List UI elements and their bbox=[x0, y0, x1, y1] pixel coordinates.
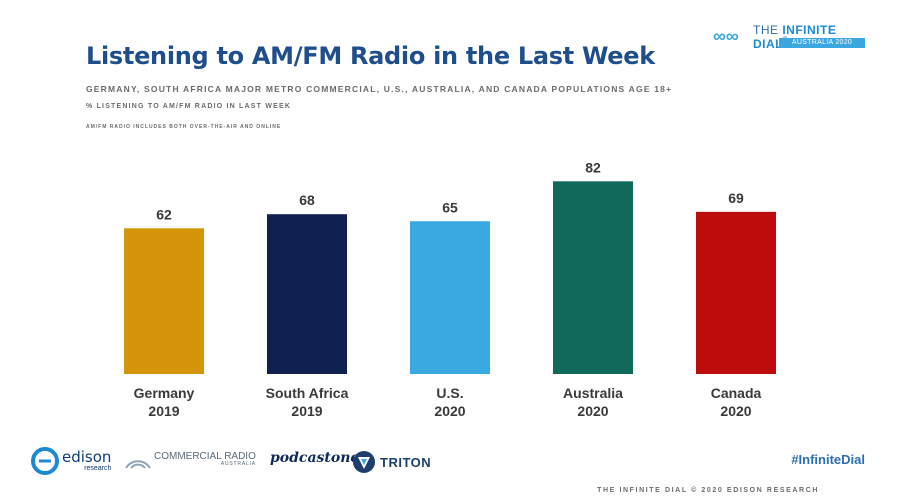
edison-logo-text: edison bbox=[62, 448, 112, 466]
edison-research-logo: edison research bbox=[30, 446, 111, 476]
bar-3 bbox=[553, 181, 633, 374]
copyright: THE INFINITE DIAL © 2020 EDISON RESEARCH bbox=[597, 487, 819, 494]
category-label-3-1: 2020 bbox=[577, 403, 608, 419]
data-label-4: 69 bbox=[728, 190, 744, 206]
category-label-0-1: 2019 bbox=[148, 403, 179, 419]
chart-subtitle: GERMANY, SOUTH AFRICA MAJOR METRO COMMER… bbox=[86, 84, 673, 94]
podcastone-logo: podcastone bbox=[270, 450, 359, 466]
podcastone-text: podcastone bbox=[270, 450, 360, 466]
bar-1 bbox=[267, 214, 347, 374]
category-label-4-1: 2020 bbox=[720, 403, 751, 419]
edison-logo-mark bbox=[31, 447, 59, 475]
bar-4 bbox=[696, 211, 776, 374]
edison-logo-sub: research bbox=[84, 465, 112, 472]
data-label-3: 82 bbox=[585, 159, 601, 175]
category-label-2-1: 2020 bbox=[434, 403, 465, 419]
category-label-0-0: Germany bbox=[134, 385, 195, 401]
data-label-0: 62 bbox=[156, 206, 172, 222]
triton-text: TRITON bbox=[380, 454, 432, 470]
bar-0 bbox=[124, 228, 204, 374]
category-label-2-0: U.S. bbox=[436, 385, 463, 401]
triton-logo: TRITON bbox=[352, 450, 431, 474]
sponsor-logos: edison research COMMERCIAL RADIO AUSTRAL… bbox=[30, 446, 470, 486]
radio-wave-icon bbox=[125, 460, 151, 469]
page-title: Listening to AM/FM Radio in the Last Wee… bbox=[86, 42, 655, 70]
commercial-radio-sub: AUSTRALIA bbox=[220, 460, 256, 467]
category-label-1-1: 2019 bbox=[291, 403, 322, 419]
triton-mark-icon bbox=[353, 451, 375, 473]
brand-badge: AUSTRALIA 2020 bbox=[779, 38, 865, 48]
hashtag: #InfiniteDial bbox=[791, 452, 865, 467]
infinite-dial-brand: ∞∞ THE INFINITE DIAL® AUSTRALIA 2020 bbox=[713, 22, 873, 52]
category-label-4-0: Canada bbox=[711, 385, 762, 401]
brand-name: THE INFINITE DIAL® bbox=[753, 23, 837, 51]
commercial-radio-text: COMMERCIAL RADIO bbox=[154, 450, 256, 462]
category-label-1-0: South Africa bbox=[266, 385, 349, 401]
data-label-1: 68 bbox=[299, 192, 315, 208]
footnote: AM/FM RADIO INCLUDES BOTH OVER-THE-AIR A… bbox=[86, 124, 282, 130]
measure-label: % LISTENING TO AM/FM RADIO IN LAST WEEK bbox=[86, 103, 292, 110]
commercial-radio-australia-logo: COMMERCIAL RADIO AUSTRALIA bbox=[124, 448, 256, 470]
category-label-3-0: Australia bbox=[563, 385, 623, 401]
bar-2 bbox=[410, 221, 490, 374]
infinity-icon: ∞∞ bbox=[713, 26, 739, 46]
data-label-2: 65 bbox=[442, 199, 458, 215]
